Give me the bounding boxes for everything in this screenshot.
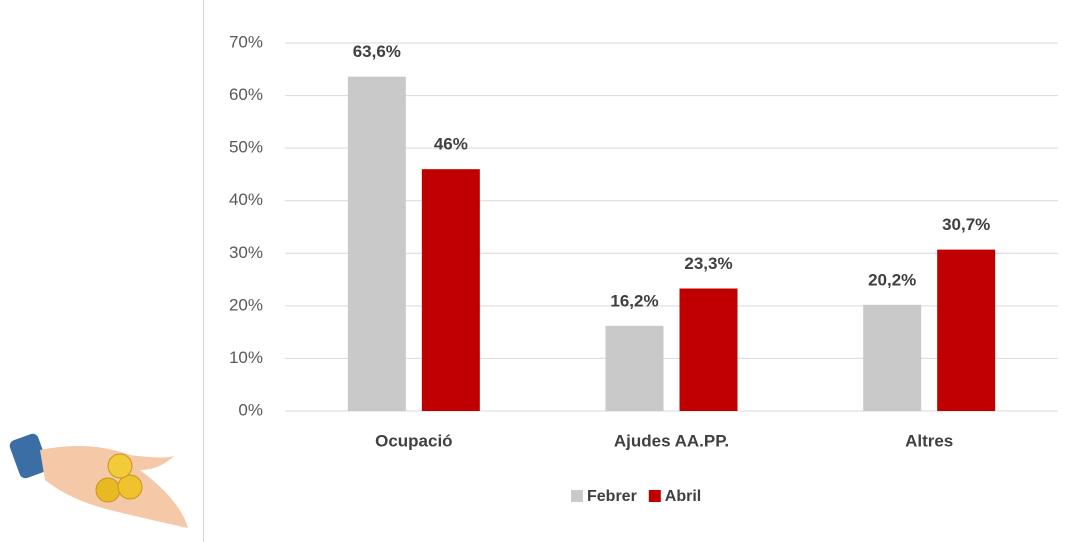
x-tick-label: Altres	[905, 431, 953, 450]
bar	[863, 304, 922, 411]
bar	[421, 169, 480, 411]
legend-label: Abril	[665, 488, 701, 505]
value-label: 30,7%	[942, 215, 990, 234]
y-tick-label: 0%	[238, 400, 263, 419]
y-tick-label: 40%	[229, 190, 263, 209]
legend-swatch	[648, 490, 661, 502]
y-tick-label: 50%	[229, 138, 263, 157]
bar	[937, 249, 996, 411]
value-label: 20,2%	[868, 270, 916, 289]
value-label: 46%	[434, 135, 468, 154]
hand-icon	[9, 433, 188, 528]
value-label: 63,6%	[353, 42, 401, 61]
x-tick-label: Ajudes AA.PP.	[614, 431, 729, 450]
legend-swatch	[571, 490, 583, 502]
y-tick-label: 10%	[229, 348, 263, 367]
y-tick-label: 30%	[229, 243, 263, 262]
y-tick-label: 60%	[229, 85, 263, 104]
bar	[605, 325, 664, 411]
x-tick-label: Ocupació	[375, 431, 452, 450]
value-label: 23,3%	[684, 254, 732, 273]
bar	[679, 288, 738, 411]
y-tick-label: 20%	[229, 295, 263, 314]
bar	[347, 76, 406, 411]
y-tick-label: 70%	[229, 32, 263, 51]
value-label: 16,2%	[610, 291, 658, 310]
legend-label: Febrer	[587, 488, 637, 505]
